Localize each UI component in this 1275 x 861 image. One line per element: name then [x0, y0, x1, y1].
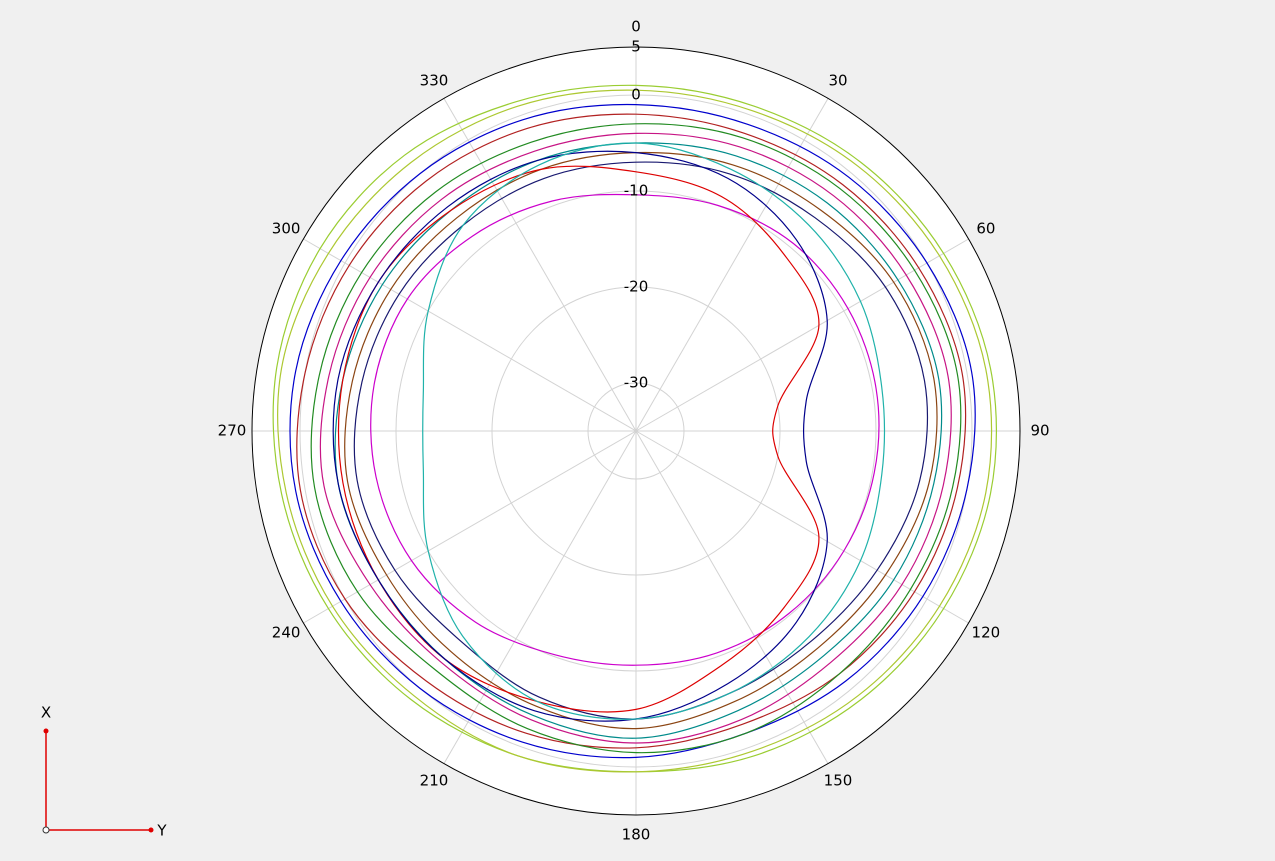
- icon-x-tip: [43, 728, 49, 734]
- ring-grid-line: [299, 94, 973, 768]
- spoke-grid-line: [635, 430, 969, 624]
- ring-grid-line: [587, 382, 685, 480]
- angle-tick-label: 240: [272, 624, 301, 642]
- spoke-grid-line: [443, 98, 637, 432]
- series-line: [422, 142, 886, 720]
- polar-plot: 0 30 60 90 120 150 180 210 240 270 300 330 -30 -20 -10…: [218, 18, 1050, 844]
- icon-y-tip: [148, 827, 154, 833]
- angle-tick-label: 270: [218, 422, 247, 440]
- angle-tick-label: 330: [420, 72, 449, 90]
- series-line: [344, 151, 938, 730]
- angle-tick-label: 210: [420, 771, 449, 789]
- angle-tick-label: 120: [972, 624, 1001, 642]
- ring-grid-line: [395, 190, 877, 672]
- spoke-grid-line: [443, 430, 637, 764]
- angle-tick-label: 300: [272, 220, 301, 238]
- ring-grid-line: [491, 286, 781, 576]
- angle-tick-label: 90: [1030, 422, 1049, 440]
- spoke-grid-line: [635, 238, 969, 432]
- angle-tick-label: 180: [622, 826, 651, 844]
- radial-tick-label: -30: [624, 374, 649, 392]
- icon-origin: [42, 826, 50, 834]
- spoke-grid-line: [635, 430, 829, 764]
- angle-tick-label: 150: [824, 771, 853, 789]
- icon-x-label: X: [41, 704, 51, 722]
- icon-y-label: Y: [156, 822, 167, 840]
- series-line: [296, 113, 967, 749]
- plot-border: [251, 46, 1021, 816]
- angle-tick-label: 30: [828, 72, 847, 90]
- axis-icon: X Y: [41, 704, 168, 840]
- series-line: [332, 150, 828, 722]
- series-line: [334, 142, 943, 739]
- series-line: [370, 193, 880, 666]
- spoke-grid-line: [635, 98, 829, 432]
- series-line: [289, 103, 976, 759]
- angle-tick-label: 0: [631, 18, 641, 36]
- radial-tick-label: -20: [624, 278, 649, 296]
- series-line: [310, 123, 962, 754]
- angle-tick-label: 60: [976, 220, 995, 238]
- radial-tick-label: 0: [631, 86, 641, 104]
- radial-tick-label: -10: [624, 182, 649, 200]
- series-line: [277, 89, 993, 773]
- series-line: [319, 132, 952, 744]
- spoke-grid-line: [303, 238, 637, 432]
- spoke-grid-line: [303, 430, 637, 624]
